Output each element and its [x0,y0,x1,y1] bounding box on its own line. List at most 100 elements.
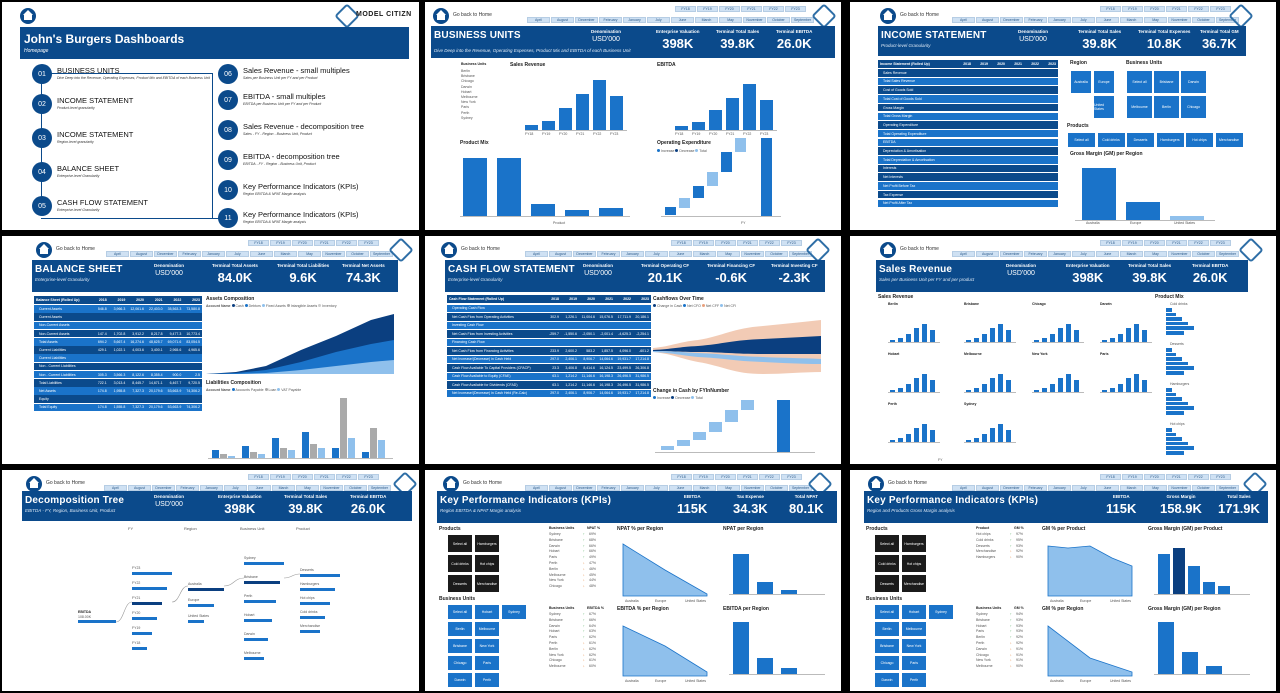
region-australia-button[interactable]: Australia [1070,70,1092,94]
table-row[interactable]: Total Cost of Goods Sold [878,95,1058,103]
fy-tab[interactable]: FY20 [1144,6,1165,12]
fy-tab[interactable]: FY18 [248,474,269,480]
month-tab[interactable]: October [767,17,790,23]
table-row[interactable]: Net Increase/(Decrease) in Cash Held (Re… [447,389,651,398]
bu-slicer-button[interactable]: Perth [901,672,927,688]
month-tab[interactable]: August [549,251,572,257]
month-tab[interactable]: December [573,251,596,257]
month-tab[interactable]: January [1048,485,1071,491]
product-slicer-button[interactable]: Hot chips [474,554,500,573]
fy-tab[interactable]: FY23 [781,240,802,246]
fy-tab[interactable]: FY20 [292,474,313,480]
product-slicer-button[interactable]: Desserts [1126,132,1155,148]
fy-tab[interactable]: FY21 [1166,6,1187,12]
month-tab[interactable]: May [719,17,742,23]
table-row[interactable]: Net Assets 174.8 1,955.8 7,327.3 20,179.6 53,… [34,387,202,395]
month-tab[interactable]: November [741,485,764,491]
table-row[interactable]: Net Profit Before Tax [878,182,1058,190]
decomp-fy-node[interactable]: FY21 [132,596,141,600]
bu-slicer-button[interactable]: Sydney [501,604,527,620]
table-row[interactable]: Total Depreciation & Amortisation [878,156,1058,164]
fy-tab[interactable]: FY22 [336,474,357,480]
month-tab[interactable]: June [669,251,692,257]
fy-tab[interactable]: FY18 [1100,240,1121,246]
decomp-region-node[interactable]: Australia [188,582,202,586]
bu-slicer-button[interactable]: Select all [1126,70,1153,94]
product-slicer-button[interactable]: Hamburgers [901,534,927,553]
table-row[interactable]: Investing Cash Flow [447,321,651,330]
fy-tab[interactable]: FY20 [715,240,736,246]
table-row[interactable]: Tax Expense [878,190,1058,199]
fy-tab[interactable]: FY20 [715,474,736,480]
table-row[interactable]: Non-Current Assets [34,321,202,330]
table-row[interactable]: Non-Current Assets 147.4 1,702.8 3,912.2 8,2… [34,329,202,338]
month-tab[interactable]: May [1144,485,1167,491]
bu-slicer-item[interactable]: Melbourne [461,95,478,99]
product-slicer-button[interactable]: Merchandise [474,574,500,593]
bu-slicer-button[interactable]: Sydney [928,604,954,620]
table-row[interactable]: Cash Flow Available to Equity (CFAE) 63.1… [447,372,651,381]
fy-tab[interactable]: FY18 [675,6,696,12]
month-tab[interactable]: March [695,17,718,23]
decomp-bu-node[interactable]: Brisbane [244,575,258,579]
table-row[interactable]: Financing Cash Flow [447,338,651,347]
month-tab[interactable]: June [1096,251,1119,257]
table-row[interactable]: Net Interests [878,173,1058,181]
table-row[interactable]: Total Operating Expenditure [878,129,1058,138]
bu-slicer-button[interactable]: Darwin [874,672,900,688]
decomp-product-node[interactable]: Hamburgers [300,582,320,586]
month-tab[interactable]: September [1216,485,1239,491]
month-tab[interactable]: March [272,485,295,491]
bu-slicer-button[interactable]: Brisbane [1153,70,1180,94]
month-tab[interactable]: April [525,251,548,257]
fy-tab[interactable]: FY21 [314,474,335,480]
bu-slicer-button[interactable]: Paris [474,655,500,671]
month-tab[interactable]: October [346,251,369,257]
month-tab[interactable]: December [1000,251,1023,257]
month-tab[interactable]: November [743,17,766,23]
month-tab[interactable]: September [1216,17,1239,23]
fy-tab[interactable]: FY21 [741,6,762,12]
product-slicer-button[interactable]: Hot chips [1185,132,1214,148]
month-tab[interactable]: June [671,17,694,23]
month-tab[interactable]: May [717,251,740,257]
month-tab[interactable]: January [202,251,225,257]
go-back-link[interactable]: Go back to Home [888,480,927,486]
month-tab[interactable]: July [1072,485,1095,491]
month-tab[interactable]: August [549,485,572,491]
decomp-product-node[interactable]: Cold drinks [300,610,318,614]
month-tab[interactable]: November [320,485,343,491]
table-row[interactable]: Equity [34,395,202,403]
fy-tab[interactable]: FY19 [1122,474,1143,480]
bu-slicer-button[interactable]: New York [474,638,500,654]
bu-slicer-button[interactable]: Select all [874,604,900,620]
bu-slicer-button[interactable]: Berlin [874,621,900,637]
table-row[interactable]: Cash Flow Available for Dividends (CFAD)… [447,381,651,389]
month-tab[interactable]: February [597,485,620,491]
bu-slicer-button[interactable]: New York [901,638,927,654]
fy-tab[interactable]: FY21 [1166,240,1187,246]
product-slicer-button[interactable]: Merchandise [901,574,927,593]
home-icon[interactable] [880,242,896,258]
month-tab[interactable]: September [370,251,393,257]
month-tab[interactable]: May [1144,251,1167,257]
decomp-bu-node[interactable]: Hobart [244,613,255,617]
month-tab[interactable]: May [717,485,740,491]
month-tab[interactable]: August [128,485,151,491]
bu-slicer-item[interactable]: Perth [461,110,470,115]
fy-tab[interactable]: FY23 [1210,6,1231,12]
product-slicer-button[interactable]: Hot chips [901,554,927,573]
fy-tab[interactable]: FY18 [671,474,692,480]
month-tab[interactable]: November [741,251,764,257]
month-tab[interactable]: September [789,485,812,491]
bu-slicer-item[interactable]: Sydney [461,115,473,120]
fy-tab[interactable]: FY23 [1210,474,1231,480]
fy-tab[interactable]: FY19 [693,474,714,480]
table-row[interactable]: Total Sales Revenue [878,77,1058,86]
decomp-region-node[interactable]: United States [188,614,210,618]
bu-slicer-button[interactable]: Melbourne [901,621,927,637]
month-tab[interactable]: July [226,251,249,257]
table-row[interactable]: Total Gross Margin [878,112,1058,121]
fy-tab[interactable]: FY23 [1210,240,1231,246]
bu-slicer-button[interactable]: Berlin [1153,95,1180,119]
